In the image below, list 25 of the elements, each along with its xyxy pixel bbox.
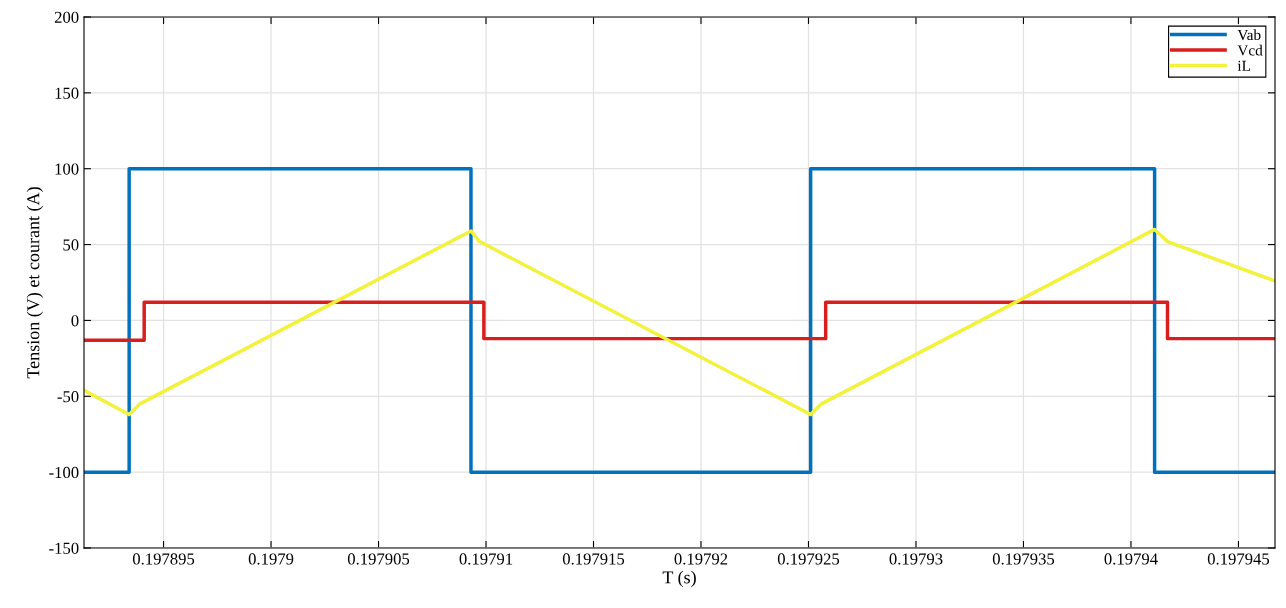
y-axis-title: Tension (V) et courant (A) xyxy=(26,187,44,379)
x-tick-label: 0.19793 xyxy=(889,553,943,565)
y-tick-label: 150 xyxy=(55,87,79,99)
y-tick-label: -50 xyxy=(57,390,79,403)
y-tick-label: 100 xyxy=(55,163,79,175)
legend-label: Vab xyxy=(1237,29,1261,41)
x-tick-label: 0.197925 xyxy=(777,553,840,565)
x-tick-label: 0.1979 xyxy=(248,553,294,565)
y-tick-label: 200 xyxy=(54,11,79,23)
legend-label: Vcd xyxy=(1237,44,1263,56)
y-tick-label: -100 xyxy=(49,466,79,479)
x-tick-label: 0.197895 xyxy=(132,553,195,565)
y-tick-label: 50 xyxy=(63,239,79,251)
y-tick-label: -150 xyxy=(49,542,79,554)
legend-label: iL xyxy=(1237,60,1250,71)
x-tick-label: 0.197915 xyxy=(562,553,625,565)
x-tick-label: 0.197905 xyxy=(347,553,410,565)
y-tick-label: 0 xyxy=(71,315,79,327)
x-tick-label: 0.19791 xyxy=(459,553,513,565)
x-tick-label: 0.19794 xyxy=(1104,553,1158,565)
x-tick-label: 0.197935 xyxy=(992,553,1055,565)
x-tick-label: 0.197945 xyxy=(1207,553,1270,565)
x-tick-label: 0.19792 xyxy=(674,553,728,565)
x-axis-title: T (s) xyxy=(662,570,696,588)
line-series xyxy=(84,227,1275,417)
